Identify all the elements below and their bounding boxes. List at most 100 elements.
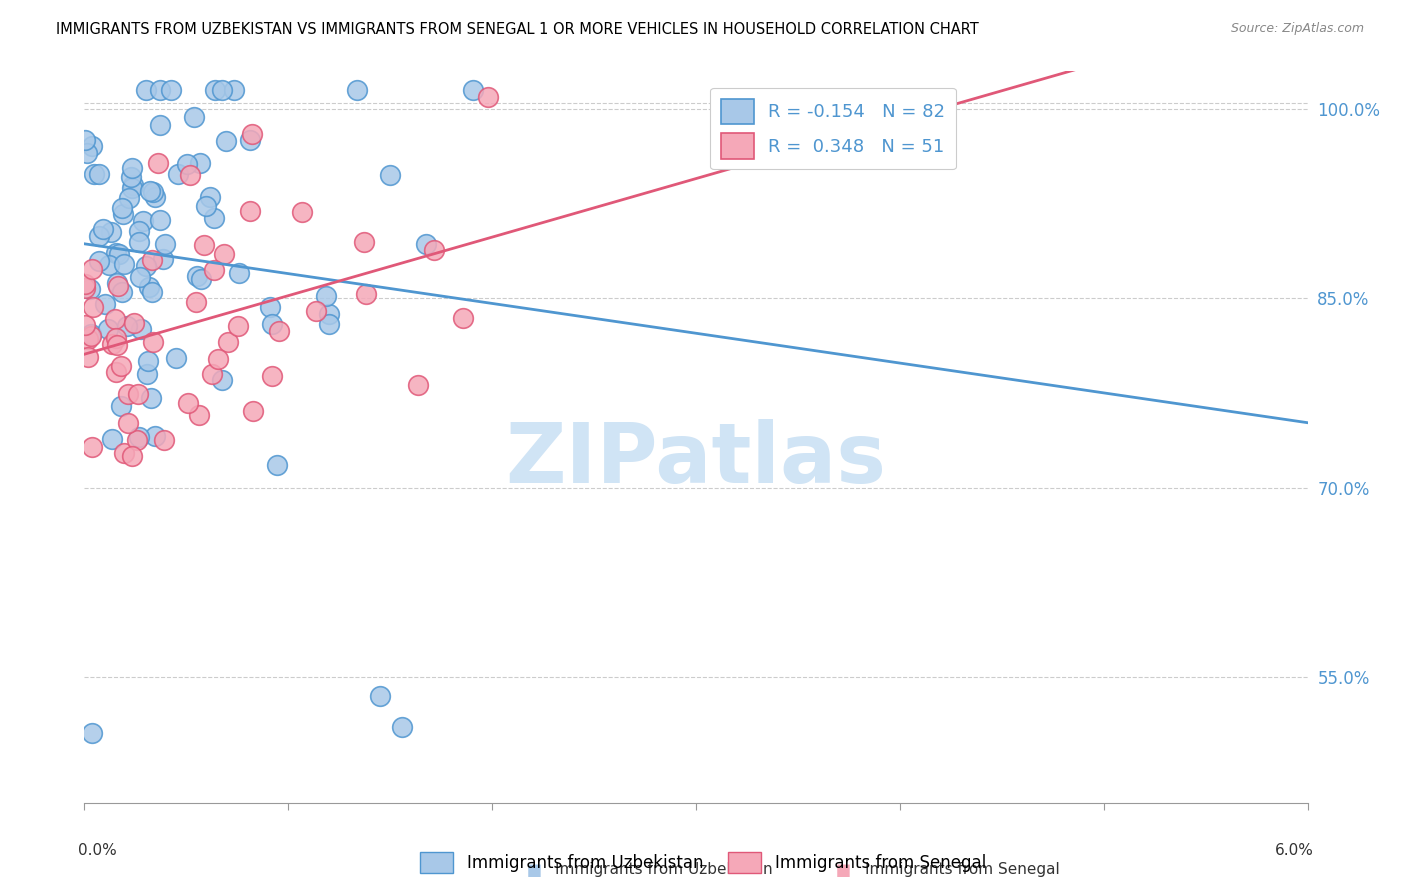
Point (80, 327, 103, 342)
Text: Source: ZipAtlas.com: Source: ZipAtlas.com (1230, 22, 1364, 36)
Point (139, 391, 162, 405)
Text: Immigrants from Uzbekistan: Immigrants from Uzbekistan (555, 863, 773, 877)
Point (128, 235, 150, 249)
Point (415, 237, 437, 252)
Text: IMMIGRANTS FROM UZBEKISTAN VS IMMIGRANTS FROM SENEGAL 1 OR MORE VEHICLES IN HOUS: IMMIGRANTS FROM UZBEKISTAN VS IMMIGRANTS… (56, 22, 979, 37)
Point (100, 226, 122, 240)
Point (217, 334, 239, 349)
Point (128, 429, 150, 443)
Point (291, 204, 314, 219)
Point (118, 191, 141, 205)
Point (105, 338, 128, 352)
Point (318, 317, 340, 331)
Point (269, 324, 291, 338)
Point (262, 317, 284, 331)
Legend: Immigrants from Uzbekistan, Immigrants from Senegal: Immigrants from Uzbekistan, Immigrants f… (413, 846, 993, 880)
Point (125, 434, 148, 448)
Point (149, 83, 172, 97)
Point (75, 277, 97, 292)
Point (305, 304, 328, 318)
Point (127, 387, 149, 401)
Point (354, 287, 377, 301)
Point (82, 261, 104, 276)
Point (75, 318, 97, 333)
Point (201, 367, 224, 381)
Point (143, 429, 166, 443)
Point (108, 247, 131, 261)
Point (240, 128, 263, 142)
Point (87, 167, 110, 181)
Point (89, 254, 111, 268)
Point (142, 185, 165, 199)
Point (463, 83, 485, 97)
Text: Immigrants from Senegal: Immigrants from Senegal (865, 863, 1060, 877)
Point (188, 408, 211, 422)
Point (129, 322, 152, 336)
Point (117, 416, 139, 430)
Point (368, 689, 391, 703)
Point (211, 373, 233, 387)
Point (110, 359, 132, 373)
Point (155, 236, 177, 251)
Point (406, 378, 429, 392)
Point (188, 156, 211, 170)
Point (112, 446, 135, 460)
Point (101, 337, 124, 351)
Point (100, 432, 122, 446)
Point (183, 110, 205, 124)
Point (222, 83, 245, 97)
Point (242, 404, 264, 418)
Point (121, 181, 143, 195)
Point (152, 252, 174, 266)
Point (318, 307, 340, 321)
Y-axis label: 1 or more Vehicles in Household: 1 or more Vehicles in Household (0, 313, 7, 561)
Point (391, 720, 413, 734)
Point (353, 235, 375, 249)
Point (193, 238, 215, 252)
Point (105, 365, 128, 379)
Point (105, 277, 128, 291)
Point (190, 272, 212, 286)
Point (83, 167, 105, 181)
Point (79, 281, 101, 295)
Point (202, 211, 225, 225)
Point (141, 285, 163, 300)
Text: 0.0%: 0.0% (79, 843, 117, 858)
Text: ▪: ▪ (835, 858, 852, 881)
Point (422, 243, 444, 257)
Point (104, 331, 127, 345)
Point (239, 204, 262, 219)
Point (179, 168, 201, 182)
Point (262, 368, 284, 383)
Point (138, 185, 160, 199)
Point (93, 297, 115, 311)
Point (212, 247, 235, 261)
Point (117, 387, 139, 401)
Point (378, 168, 401, 182)
Point (167, 167, 190, 181)
Point (211, 83, 233, 97)
Point (80, 440, 103, 454)
Point (76, 146, 98, 161)
Point (77, 351, 100, 365)
Point (107, 279, 129, 293)
Point (194, 199, 217, 213)
Point (315, 288, 337, 302)
Point (143, 189, 166, 203)
Point (112, 257, 135, 271)
Text: ▪: ▪ (526, 858, 543, 881)
Point (149, 118, 172, 132)
Point (82, 726, 104, 740)
Point (110, 399, 132, 413)
Point (186, 269, 208, 284)
Point (91, 221, 114, 235)
Point (135, 259, 157, 273)
Point (135, 83, 157, 97)
Point (207, 351, 229, 366)
Point (142, 335, 165, 350)
Point (202, 263, 225, 277)
Point (121, 161, 143, 176)
Point (146, 155, 169, 169)
Point (239, 133, 262, 147)
Point (111, 201, 134, 215)
